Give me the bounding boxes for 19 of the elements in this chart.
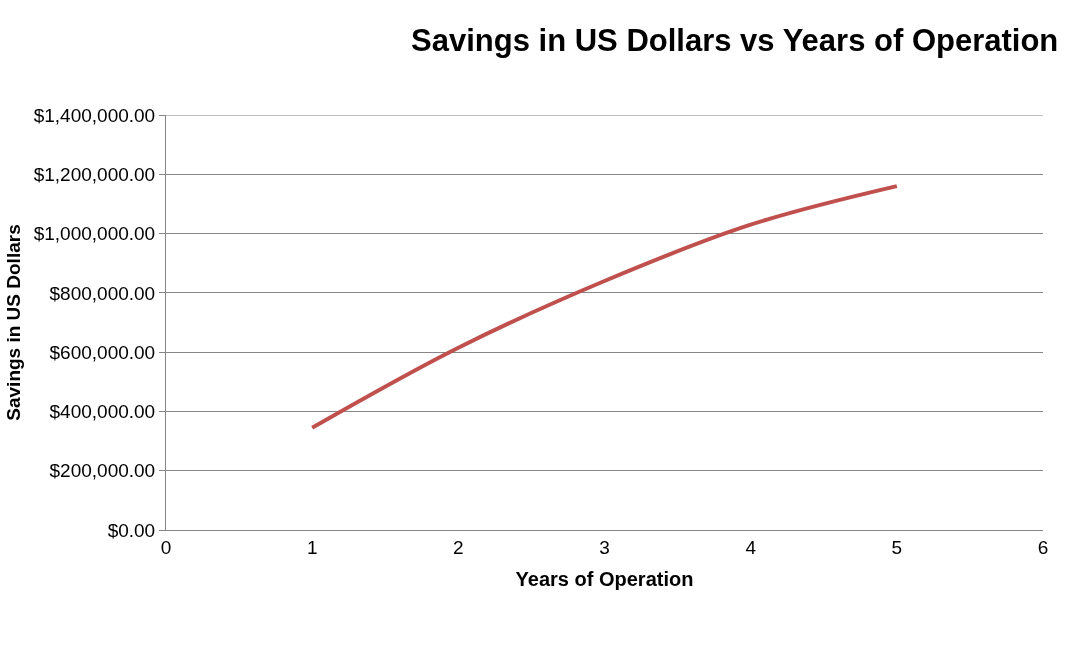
y-tick-label: $1,000,000.00 — [33, 223, 156, 245]
x-tick-label: 0 — [160, 536, 172, 558]
x-tick-label: 1 — [306, 536, 318, 558]
y-tick-label: $600,000.00 — [49, 341, 156, 363]
y-tick-label: $0.00 — [107, 519, 156, 541]
y-tick-label: $200,000.00 — [49, 460, 156, 482]
y-tick-label: $400,000.00 — [49, 401, 156, 423]
y-tick-label: $1,400,000.00 — [33, 104, 156, 126]
x-axis-title: Years of Operation — [515, 568, 694, 591]
y-axis-title: Savings in US Dollars — [2, 224, 24, 421]
x-tick-label: 6 — [1037, 536, 1049, 558]
y-tick-label: $800,000.00 — [49, 282, 156, 304]
chart-title: Savings in US Dollars vs Years of Operation — [411, 22, 1059, 58]
line-series — [310, 184, 899, 430]
x-tick-label: 5 — [891, 536, 903, 558]
x-tick-label: 4 — [745, 536, 757, 558]
y-tick-label: $1,200,000.00 — [33, 163, 156, 185]
x-tick-label: 2 — [453, 536, 464, 558]
x-tick-label: 3 — [599, 536, 610, 558]
